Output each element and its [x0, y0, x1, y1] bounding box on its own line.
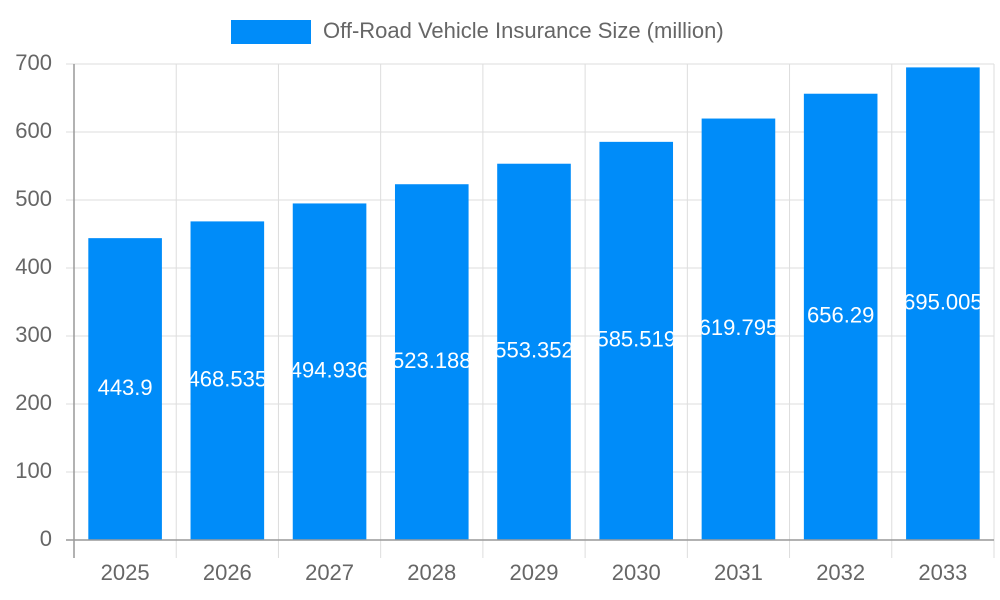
y-tick-label: 200	[15, 390, 52, 415]
y-tick-label: 0	[40, 526, 52, 551]
bar	[701, 118, 776, 540]
legend-label: Off-Road Vehicle Insurance Size (million…	[323, 18, 724, 43]
y-tick-label: 700	[15, 50, 52, 75]
x-tick-label: 2029	[510, 560, 559, 585]
bar	[599, 141, 674, 540]
data-label: 553.352	[494, 338, 574, 363]
y-tick-label: 500	[15, 186, 52, 211]
y-tick-label: 300	[15, 322, 52, 347]
x-tick-label: 2025	[101, 560, 150, 585]
data-label: 656.29	[807, 303, 874, 328]
x-tick-label: 2030	[612, 560, 661, 585]
data-label: 468.535	[188, 367, 268, 392]
x-tick-label: 2032	[816, 560, 865, 585]
data-label: 523.188	[392, 348, 472, 373]
bar	[394, 184, 469, 540]
bar	[292, 203, 367, 540]
x-tick-label: 2033	[918, 560, 967, 585]
bar	[497, 163, 571, 540]
x-tick-label: 2028	[407, 560, 456, 585]
y-tick-label: 100	[15, 458, 52, 483]
data-label: 494.936	[290, 358, 370, 383]
x-tick-label: 2031	[714, 560, 763, 585]
y-tick-label: 400	[15, 254, 52, 279]
bar	[88, 238, 162, 540]
bar	[906, 67, 980, 540]
y-tick-label: 600	[15, 118, 52, 143]
data-label: 619.795	[699, 315, 779, 340]
bar	[190, 221, 265, 541]
data-label: 585.519	[596, 327, 676, 352]
legend-swatch	[231, 20, 311, 44]
data-label: 695.005	[903, 290, 983, 315]
x-tick-label: 2027	[305, 560, 354, 585]
x-tick-label: 2026	[203, 560, 252, 585]
bar	[803, 93, 878, 540]
data-label: 443.9	[98, 375, 153, 400]
